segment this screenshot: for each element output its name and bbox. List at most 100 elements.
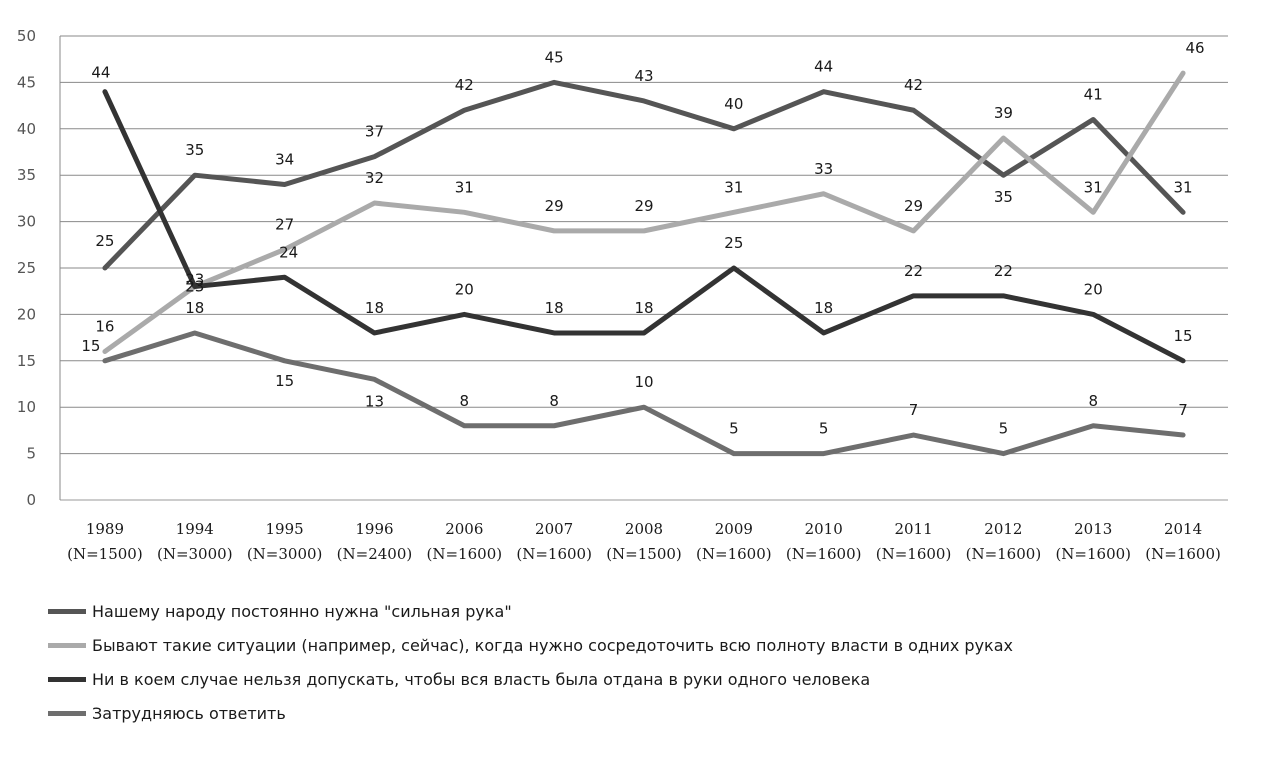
y-tick-label: 40 — [17, 120, 36, 138]
data-label: 18 — [634, 299, 653, 317]
x-tick-sample: (N=1500) — [67, 545, 143, 563]
data-label: 27 — [275, 215, 294, 233]
legend: Нашему народу постоянно нужна "сильная р… — [48, 594, 1248, 730]
x-tick-sample: (N=1600) — [427, 545, 503, 563]
data-label: 5 — [999, 420, 1009, 438]
data-label: 42 — [904, 76, 923, 94]
data-label: 29 — [904, 197, 923, 215]
x-axis: 1989 (N=1500) 1994 (N=3000) 1995 (N=3000) 1996… — [67, 520, 1221, 563]
data-label: 41 — [1084, 86, 1103, 104]
x-tick-sample: (N=1600) — [696, 545, 772, 563]
legend-swatch — [48, 608, 86, 614]
x-tick-label: 2012 — [984, 520, 1022, 538]
data-label: 29 — [634, 197, 653, 215]
x-tick-sample: (N=1600) — [876, 545, 952, 563]
data-label: 23 — [185, 278, 204, 296]
x-tick-sample: (N=2400) — [337, 545, 413, 563]
data-label: 10 — [634, 373, 653, 391]
x-tick-sample: (N=1600) — [1145, 545, 1221, 563]
x-tick-label: 2010 — [805, 520, 843, 538]
y-tick-label: 30 — [17, 213, 36, 231]
x-tick-label: 2014 — [1164, 520, 1202, 538]
legend-item: Бывают такие ситуации (например, сейчас)… — [48, 628, 1248, 662]
data-label: 24 — [279, 243, 298, 261]
data-label: 7 — [1178, 401, 1188, 419]
line-chart: 0 5 10 15 20 25 30 35 40 45 50 1989 (N=1500) 1994 (N=… — [17, 27, 1228, 563]
x-tick-label: 1995 — [266, 520, 304, 538]
x-tick-sample: (N=1600) — [516, 545, 592, 563]
data-label: 22 — [994, 262, 1013, 280]
data-label: 18 — [365, 299, 384, 317]
data-label: 20 — [455, 280, 474, 298]
legend-swatch — [48, 642, 86, 648]
x-tick-label: 1989 — [86, 520, 124, 538]
y-tick-label: 15 — [17, 352, 36, 370]
data-label: 35 — [185, 141, 204, 159]
data-label: 33 — [814, 160, 833, 178]
y-tick-label: 10 — [17, 398, 36, 416]
x-tick-sample: (N=1500) — [606, 545, 682, 563]
data-label: 31 — [1084, 178, 1103, 196]
data-label: 29 — [545, 197, 564, 215]
data-label: 20 — [1084, 280, 1103, 298]
legend-swatch — [48, 710, 86, 716]
x-tick-sample: (N=3000) — [247, 545, 323, 563]
data-label: 42 — [455, 76, 474, 94]
series-line-4 — [102, 330, 1186, 457]
y-tick-label: 45 — [17, 73, 36, 91]
data-label: 44 — [814, 58, 833, 76]
data-label: 31 — [724, 178, 743, 196]
data-label: 8 — [460, 392, 470, 410]
data-label: 16 — [95, 318, 114, 336]
x-tick-label: 2009 — [715, 520, 753, 538]
data-label: 32 — [365, 169, 384, 187]
x-tick-sample: (N=1600) — [786, 545, 862, 563]
x-tick-sample: (N=1600) — [966, 545, 1042, 563]
legend-item: Ни в коем случае нельзя допускать, чтобы… — [48, 662, 1248, 696]
data-label: 18 — [545, 299, 564, 317]
gridlines — [60, 35, 1228, 501]
data-label: 39 — [994, 104, 1013, 122]
x-tick-label: 1996 — [355, 520, 393, 538]
y-tick-label: 20 — [17, 305, 36, 323]
data-label: 8 — [549, 392, 559, 410]
y-tick-label: 35 — [17, 166, 36, 184]
x-tick-label: 1994 — [176, 520, 214, 538]
data-label: 18 — [814, 299, 833, 317]
legend-label: Ни в коем случае нельзя допускать, чтобы… — [92, 669, 871, 689]
x-tick-label: 2011 — [894, 520, 932, 538]
y-tick-label: 5 — [26, 445, 36, 463]
legend-swatch — [48, 676, 86, 682]
data-label: 15 — [1174, 327, 1193, 345]
legend-label: Бывают такие ситуации (например, сейчас)… — [92, 635, 1013, 655]
data-label: 45 — [545, 48, 564, 66]
data-label: 8 — [1088, 392, 1098, 410]
data-label: 34 — [275, 150, 294, 168]
series-line-2 — [102, 70, 1186, 355]
legend-item: Затрудняюсь ответить — [48, 696, 1248, 730]
data-label: 37 — [365, 123, 384, 141]
data-label: 13 — [365, 392, 384, 410]
series-line-1 — [102, 79, 1186, 271]
data-label: 15 — [275, 372, 294, 390]
series-line-3 — [102, 89, 1186, 364]
x-tick-sample: (N=1600) — [1055, 545, 1131, 563]
data-label: 22 — [904, 262, 923, 280]
data-label: 43 — [634, 67, 653, 85]
data-label: 5 — [729, 420, 739, 438]
data-label: 25 — [95, 232, 114, 250]
x-tick-label: 2013 — [1074, 520, 1112, 538]
data-label: 5 — [819, 420, 829, 438]
data-label: 25 — [724, 234, 743, 252]
y-tick-label: 25 — [17, 259, 36, 277]
x-tick-label: 2006 — [445, 520, 483, 538]
data-label: 18 — [185, 299, 204, 317]
data-label: 40 — [724, 95, 743, 113]
x-tick-sample: (N=3000) — [157, 545, 233, 563]
y-tick-label: 50 — [17, 27, 36, 45]
data-label: 23 — [185, 271, 204, 289]
data-label: 15 — [81, 337, 100, 355]
data-labels: 25 35 34 37 42 45 43 40 44 42 35 41 31 16 23 27 32 31 29 29… — [81, 39, 1204, 437]
x-tick-label: 2008 — [625, 520, 663, 538]
series-lines — [102, 70, 1186, 457]
